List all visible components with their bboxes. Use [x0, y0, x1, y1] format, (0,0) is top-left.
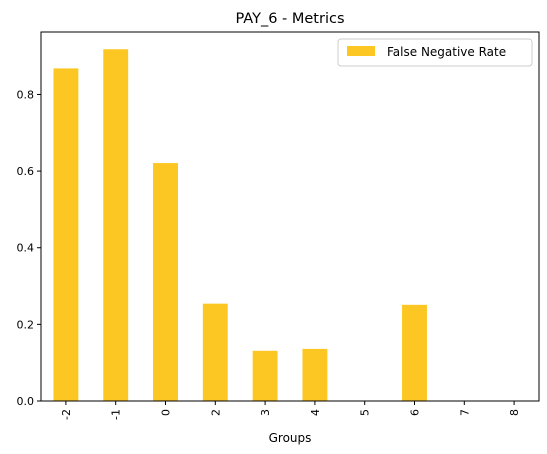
legend-swatch	[347, 46, 375, 56]
bars-group	[53, 49, 427, 402]
plot-frame	[40, 31, 540, 402]
y-tick-label-0.2: 0.2	[17, 318, 35, 331]
x-tick-label-2: 2	[209, 409, 222, 416]
x-tick-label-8: 8	[508, 409, 521, 416]
x-tick-label-7: 7	[458, 409, 471, 416]
chart-title: PAY_6 - Metrics	[235, 11, 344, 27]
y-tick-label-0.0: 0.0	[17, 395, 35, 408]
y-tick-label-0.6: 0.6	[17, 165, 35, 178]
y-axis: 0.0 0.2 0.4 0.6 0.8	[17, 88, 41, 408]
legend: False Negative Rate	[337, 38, 533, 67]
x-axis: -2 -1 0 2 3 4 5 6 7 8	[60, 401, 521, 420]
bar-6	[402, 304, 427, 401]
legend-frame	[337, 38, 533, 67]
x-tick-label-3: 3	[259, 409, 272, 416]
bar-0	[153, 163, 178, 401]
x-tick-label-6: 6	[409, 409, 422, 416]
y-tick-label-0.8: 0.8	[17, 88, 35, 101]
y-tick-label-0.4: 0.4	[17, 242, 35, 255]
x-tick-label--1: -1	[110, 409, 123, 420]
legend-label: False Negative Rate	[387, 45, 506, 59]
bar-4	[302, 348, 328, 401]
x-tick-label-4: 4	[309, 409, 322, 416]
x-tick-label-5: 5	[359, 409, 372, 416]
bar--1	[103, 49, 129, 402]
bar-2	[202, 303, 228, 401]
x-tick-label--2: -2	[60, 409, 73, 420]
x-axis-label: Groups	[269, 431, 312, 445]
x-tick-label-0: 0	[160, 409, 173, 416]
bar-3	[252, 350, 278, 401]
bar--2	[53, 68, 79, 402]
